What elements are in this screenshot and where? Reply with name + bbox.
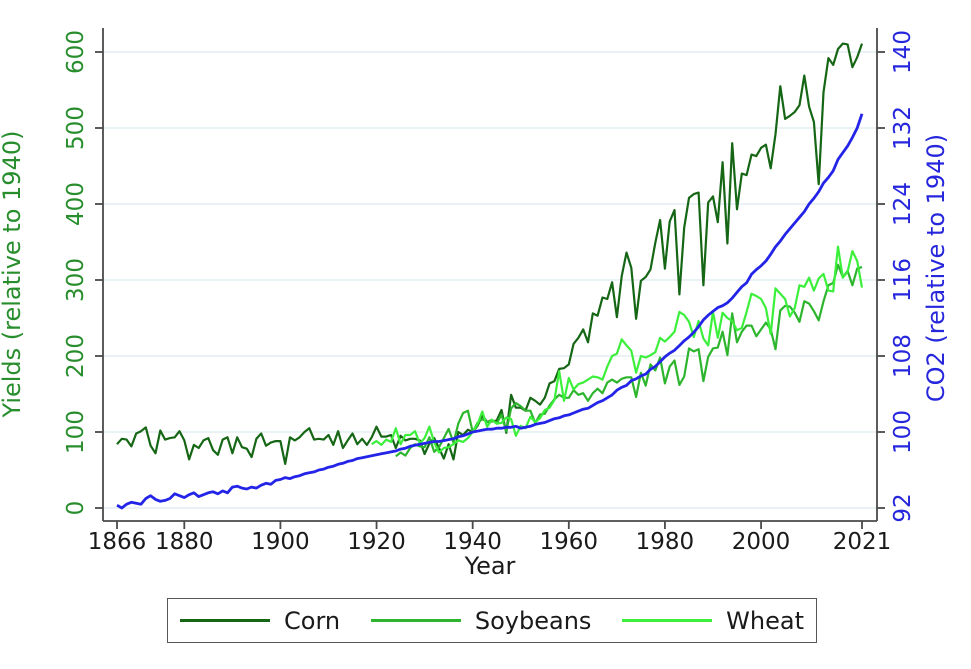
corn-series-line (116, 42, 864, 465)
gridlines (103, 51, 877, 509)
tick-labels: 0 100 200 300 400 500 600 92 100 108 116 124 132 140 1… (63, 30, 916, 555)
x-tick-label: 1900 (251, 529, 310, 555)
legend-label-soybeans: Soybeans (474, 606, 592, 635)
soybeans-line-swatch (370, 619, 461, 622)
tick-marks (95, 51, 885, 529)
right-tick-label: 108 (890, 334, 916, 378)
co2-series-line (116, 113, 864, 510)
legend-entry-wheat: Wheat (622, 609, 804, 633)
left-tick-label: 500 (63, 106, 89, 150)
x-tick-label: 2021 (833, 529, 892, 555)
left-tick-label: 300 (63, 258, 89, 302)
right-tick-label: 124 (890, 182, 916, 226)
legend-label-corn: Corn (284, 606, 341, 635)
right-tick-label: 132 (890, 106, 916, 150)
right-tick-label: 116 (890, 258, 916, 302)
right-tick-label: 140 (890, 30, 916, 74)
wheat-line-swatch (622, 619, 713, 622)
x-tick-label: 1940 (443, 529, 502, 555)
right-tick-label: 100 (890, 410, 916, 454)
legend-entry-corn: Corn (180, 609, 340, 633)
x-axis-title: Year (464, 552, 516, 580)
wheat-series-line (371, 245, 864, 454)
left-tick-label: 400 (63, 182, 89, 226)
axes (102, 28, 878, 522)
soybeans-series-line (395, 263, 863, 458)
x-tick-label: 1980 (636, 529, 695, 555)
x-tick-label: 1880 (155, 529, 214, 555)
left-tick-label: 600 (63, 30, 89, 74)
right-tick-label: 92 (890, 493, 916, 522)
left-tick-label: 200 (63, 334, 89, 378)
x-tick-label: 2000 (732, 529, 791, 555)
corn-line-swatch (180, 619, 270, 622)
x-tick-label: 1866 (88, 529, 147, 555)
legend-label-wheat: Wheat (726, 606, 804, 635)
left-tick-label: 0 (63, 501, 89, 516)
series-lines (116, 42, 864, 510)
left-tick-label: 100 (63, 410, 89, 454)
left-axis-title: Yields (relative to 1940) (0, 131, 26, 419)
legend-entry-soybeans: Soybeans (370, 606, 592, 635)
right-axis-title: CO2 (relative to 1940) (922, 134, 950, 402)
legend: Corn Soybeans Wheat (167, 598, 817, 643)
x-tick-label: 1920 (347, 529, 406, 555)
x-tick-label: 1960 (540, 529, 599, 555)
